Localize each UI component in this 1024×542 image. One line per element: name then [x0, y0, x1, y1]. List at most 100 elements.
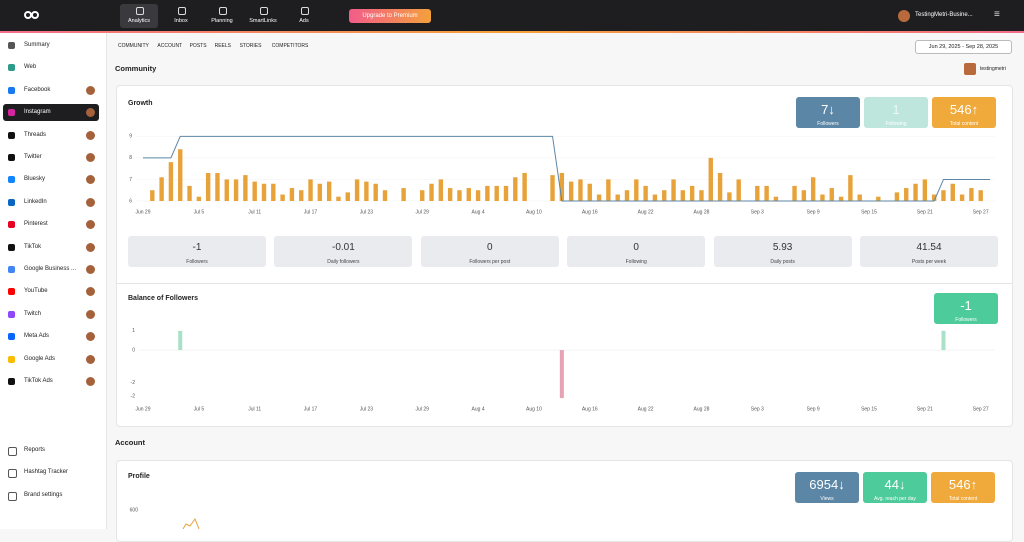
bar — [624, 190, 630, 201]
sidebar-item[interactable]: Summary — [3, 37, 99, 54]
bar — [717, 172, 723, 201]
nav-item[interactable]: Analytics — [120, 4, 158, 28]
stat-label: Total content — [948, 496, 978, 502]
account-avatar — [86, 153, 95, 162]
sidebar-item[interactable]: Instagram — [3, 104, 99, 122]
account-name[interactable]: TestingMetri-Busine... — [915, 12, 973, 18]
bar — [503, 185, 509, 201]
sidebar-icon — [8, 109, 15, 117]
bar — [401, 188, 406, 201]
tab[interactable]: STORIES — [239, 43, 262, 49]
nav-item[interactable]: Inbox — [163, 4, 199, 28]
tab[interactable]: POSTS — [189, 43, 207, 49]
bar — [689, 185, 695, 201]
x-tick-label: Aug 4 — [472, 209, 485, 215]
sidebar-item[interactable]: Hashtag Tracker — [3, 464, 99, 481]
card-title: Growth — [128, 100, 153, 107]
x-tick-label: Jul 5 — [194, 209, 205, 215]
sidebar-item[interactable]: Google Ads — [3, 351, 99, 368]
sidebar-item[interactable]: Bluesky — [3, 171, 99, 188]
bar — [773, 196, 779, 201]
sidebar-label: Bluesky — [24, 176, 46, 183]
bar — [485, 185, 490, 201]
stat-label: Total content — [949, 121, 979, 127]
stat-value: 44↓ — [884, 477, 906, 492]
summary-box: 41.54 Posts per week — [860, 236, 998, 267]
stat-box: 546↑ Total content — [932, 97, 996, 128]
bar — [596, 194, 602, 201]
summary-box: 0 Followers per post — [420, 236, 559, 267]
x-tick-label: Jul 17 — [304, 406, 318, 412]
bar — [736, 179, 741, 201]
bar — [196, 196, 202, 201]
nav-item[interactable]: SmartLinks — [245, 4, 281, 28]
stat-value: 1 — [892, 102, 900, 117]
x-tick-label: Sep 3 — [751, 209, 764, 215]
menu-button[interactable]: ≡ — [994, 9, 1000, 20]
sidebar: Summary Web Facebook Instagram Threads Twitte… — [0, 33, 107, 529]
x-tick-label: Aug 28 — [694, 406, 710, 412]
bar — [848, 175, 853, 201]
sidebar-item[interactable]: Google Business ... — [3, 261, 99, 278]
bar — [959, 194, 965, 201]
sidebar-icon — [8, 378, 15, 385]
sidebar-item[interactable]: Web — [3, 59, 99, 76]
charts: 6 7 8 9 Jun 29 Jul 5 Jul 11 Jul 17 Jul 23 Jul 29 A… — [129, 134, 995, 529]
sidebar-item[interactable]: Twitch — [3, 306, 99, 323]
sidebar-item[interactable]: TikTok — [3, 239, 99, 256]
nav-icon — [260, 7, 268, 15]
tab[interactable]: COMMUNITY — [118, 43, 149, 49]
sidebar-item[interactable]: Brand settings — [3, 487, 99, 504]
account-avatar — [86, 332, 95, 342]
tab[interactable]: COMPETITORS — [271, 43, 309, 49]
logo — [24, 11, 39, 19]
sidebar-label: Twitter — [24, 154, 42, 160]
bar — [922, 179, 928, 201]
summary-label: Followers — [186, 259, 208, 265]
sidebar-item[interactable]: LinkedIn — [3, 194, 99, 211]
bar — [810, 177, 816, 201]
bar — [699, 190, 704, 201]
bar — [941, 330, 946, 351]
bar — [252, 181, 257, 201]
bar — [233, 179, 239, 201]
summary-label: Daily posts — [770, 259, 795, 265]
sidebar-label: LinkedIn — [24, 198, 47, 205]
sidebar-item[interactable]: Meta Ads — [3, 328, 99, 345]
sidebar-item[interactable]: Reports — [3, 442, 99, 459]
sidebar-item[interactable]: Twitter — [3, 149, 99, 166]
date-picker[interactable]: Jun 29, 2025 - Sep 28, 2025 — [915, 40, 1012, 54]
bar — [941, 190, 946, 201]
sidebar-item[interactable]: YouTube — [3, 283, 99, 300]
bar — [336, 196, 341, 201]
bar — [345, 192, 350, 201]
x-tick-label: Aug 10 — [526, 406, 542, 412]
account-avatar — [86, 354, 95, 364]
stat-label: Followers — [817, 121, 839, 127]
sidebar-icon — [8, 221, 15, 229]
sidebar-item[interactable]: Threads — [3, 127, 99, 144]
tab[interactable]: REELS — [214, 43, 231, 49]
sidebar-item[interactable]: Facebook — [3, 82, 99, 99]
bar — [876, 196, 881, 201]
section-title: Account — [115, 438, 145, 447]
nav-item[interactable]: Planning — [204, 4, 240, 28]
upgrade-button[interactable]: Upgrade to Premium — [349, 9, 431, 23]
account-avatar — [86, 242, 95, 252]
tab[interactable]: ACCOUNT — [157, 43, 183, 49]
divider — [116, 283, 1012, 284]
summary-label: Daily followers — [327, 259, 360, 265]
sidebar-label: Google Business ... — [24, 266, 77, 272]
stat-value: 546↑ — [949, 102, 979, 117]
bar — [615, 194, 620, 201]
sidebar-item[interactable]: Pinterest — [3, 216, 99, 233]
sidebar-icon — [8, 447, 17, 456]
account-avatar — [86, 175, 95, 185]
account-avatar — [86, 377, 95, 386]
sidebar-item[interactable]: TikTok Ads — [3, 373, 99, 390]
bar — [475, 190, 481, 201]
x-tick-label: Sep 3 — [751, 406, 764, 412]
sidebar-label: Pinterest — [24, 221, 48, 228]
nav-item[interactable]: Ads — [286, 4, 322, 28]
nav-label: Analytics — [127, 18, 150, 24]
